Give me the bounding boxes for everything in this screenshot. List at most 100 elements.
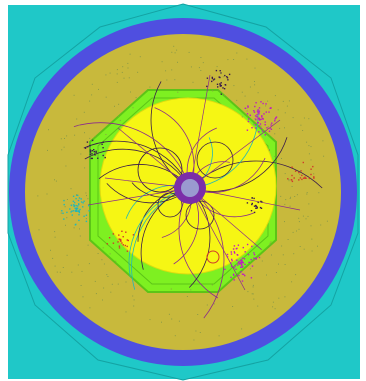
hit: [190, 66, 192, 68]
hit: [206, 304, 208, 306]
hit: [296, 230, 297, 232]
hit: [269, 242, 271, 244]
hit: [258, 118, 260, 120]
hit: [125, 281, 127, 283]
hit: [101, 143, 103, 145]
hit: [294, 196, 296, 197]
hit: [241, 264, 243, 266]
hit: [65, 224, 66, 226]
hit: [269, 244, 271, 246]
hit: [231, 265, 233, 268]
hit: [89, 217, 91, 219]
hit: [258, 107, 261, 109]
hit: [206, 77, 209, 79]
hit: [64, 138, 65, 139]
hit: [202, 62, 204, 64]
hit: [270, 241, 272, 243]
hit: [308, 145, 310, 147]
hit: [323, 155, 325, 157]
hit: [278, 263, 279, 265]
hit: [255, 119, 256, 121]
hit: [149, 319, 151, 321]
hit: [261, 260, 263, 262]
hit: [106, 274, 108, 276]
hit: [211, 284, 213, 286]
hit: [70, 211, 72, 213]
hit: [199, 332, 201, 333]
hit: [192, 81, 194, 83]
looper-track: [157, 192, 183, 218]
hit: [206, 85, 208, 88]
hit: [250, 277, 253, 279]
hit: [102, 141, 104, 143]
looper-track: [196, 141, 234, 179]
hit: [126, 250, 129, 252]
hit: [168, 313, 170, 315]
hit: [176, 49, 178, 51]
hit: [71, 271, 73, 273]
hit: [122, 236, 124, 238]
hit: [288, 180, 290, 182]
hit: [241, 257, 244, 259]
hit: [226, 253, 229, 256]
hit: [308, 203, 310, 205]
hit: [253, 252, 255, 254]
hit: [258, 119, 261, 121]
hit: [126, 239, 128, 241]
hit: [293, 253, 295, 255]
hit: [111, 283, 113, 285]
hit: [83, 111, 85, 113]
hit: [255, 102, 257, 104]
hit: [95, 150, 97, 152]
hit: [230, 251, 232, 253]
hit: [129, 53, 131, 55]
hit: [213, 303, 215, 305]
hit: [119, 119, 121, 121]
hit: [127, 239, 129, 242]
hit: [240, 263, 243, 265]
hit: [224, 74, 226, 77]
hit: [102, 147, 104, 149]
hit: [83, 200, 85, 202]
hit: [274, 120, 276, 122]
hit: [60, 212, 62, 214]
hit: [298, 171, 300, 174]
hit: [284, 127, 285, 129]
hit: [259, 118, 262, 121]
hit: [224, 268, 226, 270]
hit: [83, 215, 85, 217]
hit: [311, 238, 313, 240]
hit: [290, 196, 291, 198]
hit: [281, 245, 283, 247]
hit: [313, 176, 315, 178]
hit: [260, 207, 263, 209]
hit: [82, 202, 84, 204]
hit: [256, 116, 258, 118]
hit: [246, 58, 248, 60]
hit: [121, 71, 123, 73]
hit: [75, 197, 77, 200]
hit: [71, 210, 73, 212]
hit: [86, 141, 89, 143]
hit: [56, 271, 58, 273]
hit: [240, 259, 242, 261]
hit: [103, 287, 105, 289]
hit: [46, 193, 48, 195]
hit: [118, 103, 120, 105]
hit: [255, 205, 257, 207]
hit: [230, 253, 233, 255]
hit: [75, 207, 78, 209]
hit: [93, 149, 95, 151]
hit: [257, 109, 259, 111]
hit: [125, 311, 127, 313]
hit: [251, 245, 253, 248]
hit: [274, 133, 276, 135]
hit: [149, 86, 151, 88]
hit: [193, 339, 195, 341]
hit: [279, 127, 281, 129]
hit: [48, 129, 49, 131]
hit: [109, 253, 111, 255]
hit: [50, 249, 51, 251]
hit: [76, 208, 79, 210]
hit: [89, 150, 92, 153]
